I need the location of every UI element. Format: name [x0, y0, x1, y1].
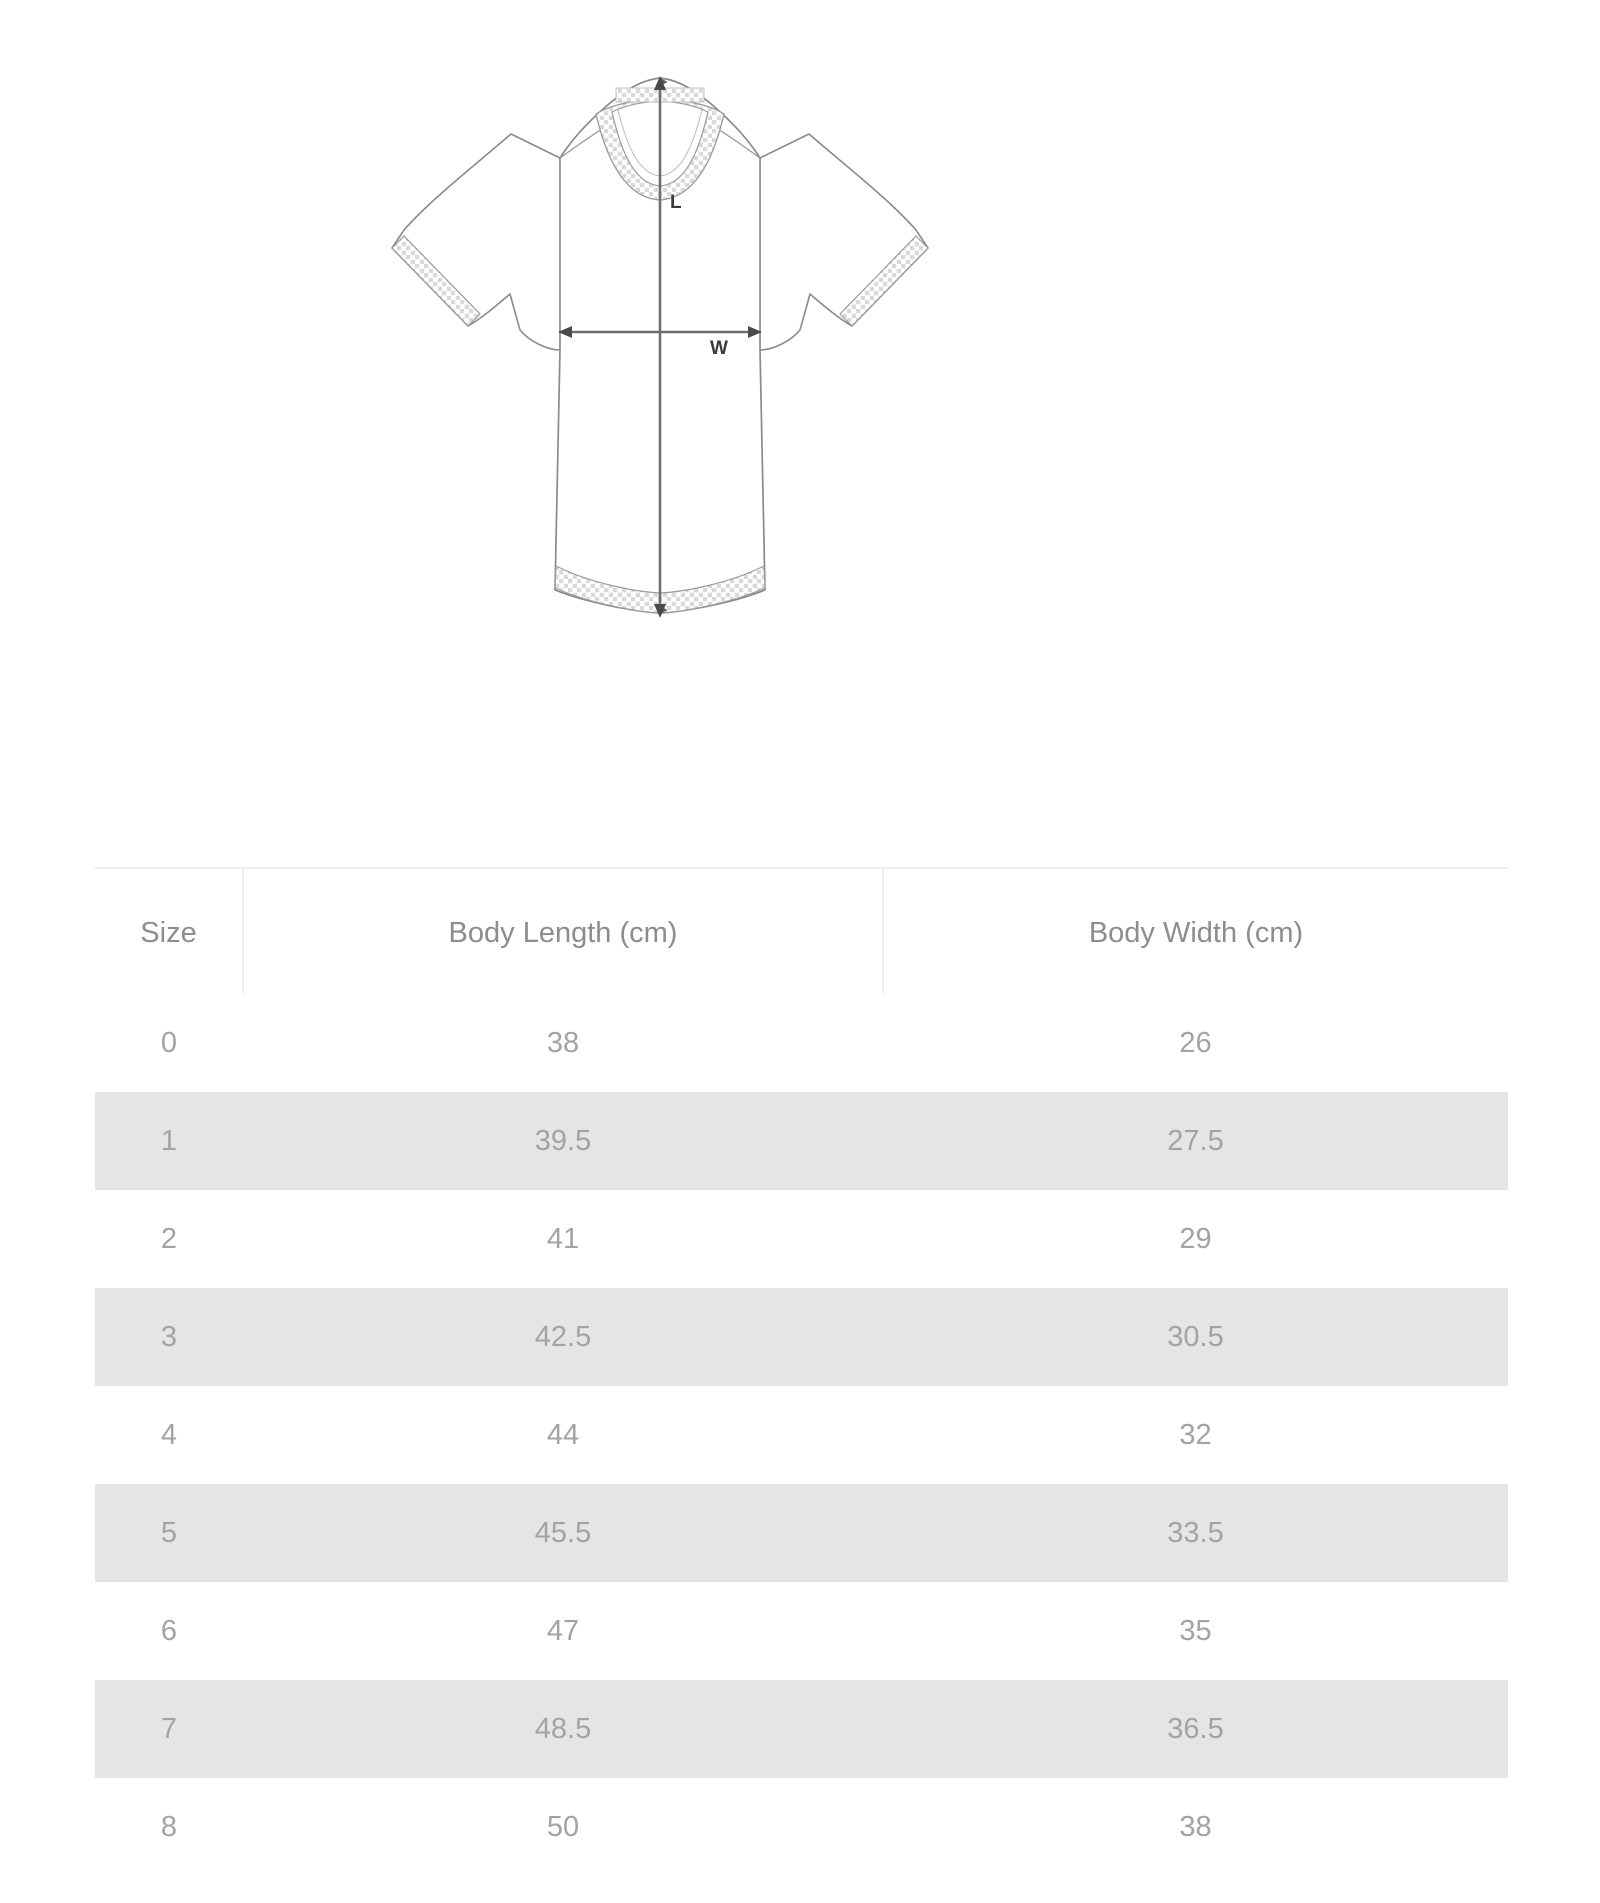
table-row: 3 42.5 30.5 [95, 1288, 1508, 1386]
cell-size: 6 [160, 1614, 178, 1647]
cell-body-width: 26 [1179, 1026, 1212, 1059]
cell-size: 4 [160, 1418, 178, 1451]
cell-size: 7 [160, 1712, 178, 1745]
table-row: 1 39.5 27.5 [95, 1092, 1508, 1190]
cell-size: 8 [160, 1810, 178, 1843]
table-header: Size Body Length (cm) Body Width (cm) [95, 867, 1508, 994]
cell-body-width: 35 [1179, 1614, 1212, 1647]
width-label: W [710, 338, 728, 359]
cell-size: 2 [160, 1222, 178, 1255]
cell-size: 5 [160, 1516, 178, 1549]
cell-body-length: 48.5 [534, 1712, 592, 1745]
tshirt-measurement-diagram: L W [370, 30, 950, 710]
cell-body-width: 30.5 [1167, 1320, 1224, 1353]
cell-size: 0 [160, 1026, 178, 1059]
table-header-row: Size Body Length (cm) Body Width (cm) [95, 867, 1508, 994]
cell-body-length: 38 [546, 1026, 580, 1059]
cell-body-width: 33.5 [1167, 1516, 1224, 1549]
table-row: 4 44 32 [95, 1386, 1508, 1484]
right-sleeve-shape [759, 133, 929, 351]
diagram-area: L W [0, 0, 1600, 860]
length-label: L [670, 192, 682, 213]
table-row: 5 45.5 33.5 [95, 1484, 1508, 1582]
table-row: 7 48.5 36.5 [95, 1680, 1508, 1778]
cell-body-length: 44 [546, 1418, 580, 1451]
cell-size: 3 [160, 1320, 178, 1353]
column-header-size: Size [95, 867, 244, 994]
cell-body-width: 38 [1179, 1810, 1212, 1843]
length-measure-line [654, 76, 668, 618]
cell-body-length: 45.5 [534, 1516, 592, 1549]
cell-body-length: 47 [546, 1614, 580, 1647]
table-row: 6 47 35 [95, 1582, 1508, 1680]
table-row: 0 38 26 [95, 994, 1508, 1092]
table-row: 2 41 29 [95, 1190, 1508, 1288]
cell-size: 1 [160, 1124, 178, 1157]
width-measure-line [558, 326, 762, 338]
size-chart-table-container: Size Body Length (cm) Body Width (cm) 0 3… [95, 867, 1508, 1876]
column-header-body-width: Body Width (cm) [883, 867, 1508, 994]
cell-body-width: 32 [1179, 1418, 1212, 1451]
cell-body-width: 36.5 [1167, 1712, 1224, 1745]
table-row: 8 50 38 [95, 1778, 1508, 1876]
column-header-body-length: Body Length (cm) [243, 867, 884, 994]
table-body: 0 38 26 1 39.5 27.5 2 41 29 3 42.5 30.5 4 44 32 5 45.5 33… [95, 994, 1508, 1876]
bottom-hem-band [554, 565, 766, 614]
left-sleeve-shape [391, 133, 561, 351]
cell-body-width: 27.5 [1167, 1124, 1224, 1157]
size-chart-table: Size Body Length (cm) Body Width (cm) 0 3… [95, 867, 1508, 1876]
cell-body-length: 39.5 [534, 1124, 592, 1157]
cell-body-length: 50 [546, 1810, 580, 1843]
cell-body-width: 29 [1179, 1222, 1212, 1255]
cell-body-length: 42.5 [534, 1320, 592, 1353]
cell-body-length: 41 [546, 1222, 580, 1255]
